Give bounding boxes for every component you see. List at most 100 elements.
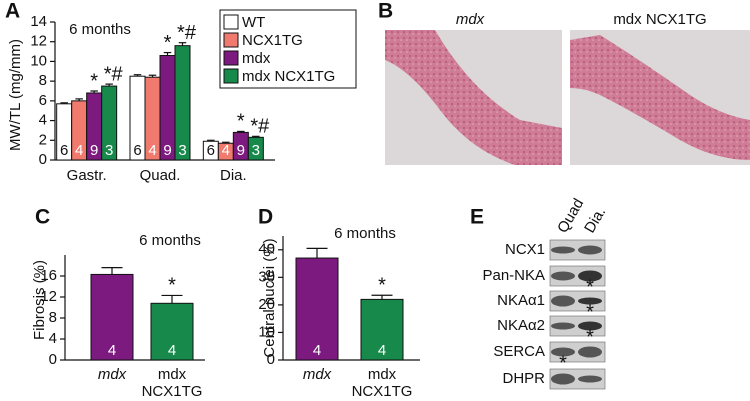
blot-band (578, 270, 602, 282)
x-tick-label-box: mdx NCX1TG (141, 366, 203, 400)
y-tick-label: 6 (39, 92, 47, 109)
blot-band (578, 321, 602, 331)
significance-mark: * (586, 301, 594, 323)
panel-letter: E (470, 206, 484, 229)
blot-band (551, 347, 575, 357)
y-tick-label: 10 (258, 323, 275, 340)
n-label: 4 (148, 142, 156, 159)
y-tick-label: 8 (39, 72, 47, 89)
significance-mark: * (586, 326, 594, 348)
y-tick-label: 8 (49, 309, 57, 326)
blot-row-label: NCX1 (505, 241, 545, 258)
significance-mark: *# (104, 63, 124, 85)
legend-swatch (223, 68, 239, 84)
n-label: 4 (168, 342, 176, 359)
annotation: 6 months (69, 21, 131, 38)
blot-row-label: SERCA (493, 343, 545, 360)
panel-letter: B (378, 0, 393, 23)
blot-row-label: NKAα2 (497, 317, 545, 334)
n-label: 4 (108, 342, 116, 359)
blot-band (578, 375, 602, 383)
y-tick-label: 40 (258, 241, 275, 258)
y-tick-label: 20 (258, 296, 275, 313)
tissue (570, 35, 750, 160)
y-tick-label: 4 (49, 330, 57, 347)
panel-letter: C (35, 206, 50, 229)
significance-mark: *# (250, 116, 270, 138)
legend-label: mdx (242, 50, 271, 67)
blot-strip (549, 315, 606, 337)
legend-label: WT (242, 14, 265, 31)
y-axis-label: Fibrosis (%) (31, 260, 48, 340)
legend-label: mdx NCX1TG (242, 68, 335, 85)
y-tick-label: 0 (49, 351, 57, 368)
x-tick-label-box: mdx (302, 366, 332, 383)
n-label: 4 (222, 142, 230, 159)
panel-letter: A (5, 0, 20, 23)
y-axis-label: MW/TL (mg/mm) (7, 39, 24, 151)
significance-mark: * (559, 352, 567, 374)
x-tick-label: Gastr. (67, 167, 107, 184)
y-tick-label: 0 (39, 151, 47, 168)
blot-band (551, 322, 575, 330)
n-label: 6 (133, 142, 141, 159)
significance-mark: * (168, 275, 176, 297)
bar (90, 273, 134, 361)
y-tick-label: 2 (39, 131, 47, 148)
n-label: 3 (178, 142, 186, 159)
image-label: mdx NCX1TG (613, 11, 706, 28)
annotation: 6 months (139, 232, 201, 249)
n-label: 4 (378, 342, 386, 359)
n-label: 6 (207, 142, 215, 159)
blot-row-label: DHPR (502, 370, 545, 387)
blot-column-label: Dia. (581, 204, 609, 236)
tissue (385, 30, 562, 165)
n-label: 6 (60, 142, 68, 159)
y-tick-label: 10 (30, 52, 47, 69)
y-tick-label: 16 (40, 267, 57, 284)
bar (295, 257, 339, 361)
y-tick-label: 4 (39, 112, 47, 129)
x-tick-label: mdx NCX1TG (141, 366, 203, 400)
blot-band (551, 271, 575, 281)
blot-band (578, 346, 602, 358)
x-tick-label-box: mdx NCX1TG (351, 366, 413, 400)
y-tick-label: 12 (30, 33, 47, 50)
x-tick-label: Quad. (140, 167, 181, 184)
significance-mark: *# (177, 22, 197, 44)
annotation: 6 months (334, 225, 396, 242)
n-label: 9 (163, 142, 171, 159)
blot-band (551, 246, 575, 254)
blot-column-label: Quad (554, 196, 587, 236)
y-tick-label: 30 (258, 268, 275, 285)
n-label: 9 (237, 142, 245, 159)
blot-band (578, 297, 602, 305)
blot-strip (549, 239, 606, 261)
y-tick-label: 14 (30, 13, 47, 30)
bar (150, 302, 194, 361)
n-label: 3 (105, 142, 113, 159)
x-tick-label: mdx (97, 366, 127, 383)
blot-band (551, 373, 575, 385)
panel-letter: D (258, 206, 273, 229)
x-tick-label-box: mdx (97, 366, 127, 383)
legend-box (219, 9, 357, 89)
y-axis-label: Central nuclei (%) (261, 238, 278, 357)
image-label: mdx (456, 11, 485, 28)
blot-row-label: Pan-NKA (482, 267, 545, 284)
legend-swatch (223, 32, 239, 48)
n-label: 4 (75, 142, 83, 159)
x-tick-label: mdx NCX1TG (351, 366, 413, 400)
y-tick-label: 0 (267, 351, 275, 368)
blot-row-label: NKAα1 (497, 292, 545, 309)
significance-mark: * (378, 275, 386, 297)
blot-band (578, 245, 602, 255)
x-tick-label: mdx (302, 366, 332, 383)
significance-mark: * (237, 111, 245, 133)
n-label: 4 (313, 342, 321, 359)
legend-swatch (223, 50, 239, 66)
n-label: 3 (252, 142, 260, 159)
legend-label: NCX1TG (242, 32, 303, 49)
y-tick-label: 12 (40, 288, 57, 305)
